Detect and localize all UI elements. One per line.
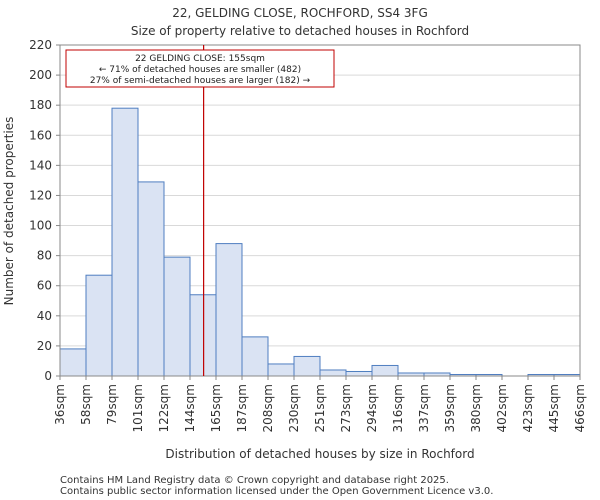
bar xyxy=(345,370,373,377)
x-tick-label: 337sqm xyxy=(417,384,431,432)
x-tick-label: 423sqm xyxy=(521,384,535,432)
y-tick-label: 100 xyxy=(29,219,52,233)
bar xyxy=(189,294,217,377)
x-tick-label: 359sqm xyxy=(443,384,457,432)
bar xyxy=(137,181,165,377)
y-axis-ticks: 0 20 40 60 80 100 120 140 160 180 200 220 xyxy=(29,38,60,383)
y-tick-label: 0 xyxy=(44,369,52,383)
plot-frame xyxy=(59,44,581,377)
x-tick-label: 445sqm xyxy=(547,384,561,432)
x-tick-label: 144sqm xyxy=(183,384,197,432)
x-tick-label: 122sqm xyxy=(157,384,171,432)
chart-title: 22, GELDING CLOSE, ROCHFORD, SS4 3FG xyxy=(172,6,428,20)
x-tick-label: 36sqm xyxy=(53,384,67,425)
y-tick-label: 60 xyxy=(37,279,52,293)
y-tick-label: 220 xyxy=(29,38,52,52)
bar xyxy=(59,348,87,377)
x-axis-ticks: 36sqm 58sqm 79sqm 101sqm 122sqm 144sqm 165sqm 1… xyxy=(53,376,587,432)
bar xyxy=(241,336,269,377)
annotation-box: 22 GELDING CLOSE: 155sqm ← 71% of detach… xyxy=(65,49,335,88)
x-tick-label: 230sqm xyxy=(287,384,301,432)
y-tick-label: 200 xyxy=(29,68,52,82)
bars xyxy=(59,107,581,377)
footer-line-2: Contains public sector information licen… xyxy=(60,486,493,497)
chart-subtitle: Size of property relative to detached ho… xyxy=(131,24,469,38)
x-tick-label: 273sqm xyxy=(339,384,353,432)
bar xyxy=(267,363,295,377)
x-tick-label: 187sqm xyxy=(235,384,249,432)
annotation-line-3: 27% of semi-detached houses are larger (… xyxy=(90,76,311,86)
x-tick-label: 402sqm xyxy=(495,384,509,432)
x-tick-label: 380sqm xyxy=(469,384,483,432)
y-tick-label: 140 xyxy=(29,158,52,172)
x-tick-label: 466sqm xyxy=(573,384,587,432)
y-tick-label: 40 xyxy=(37,309,52,323)
bar xyxy=(319,369,347,377)
y-tick-label: 160 xyxy=(29,128,52,142)
y-axis-label: Number of detached properties xyxy=(2,117,16,306)
annotation-line-2: ← 71% of detached houses are smaller (48… xyxy=(99,65,301,75)
annotation-line-1: 22 GELDING CLOSE: 155sqm xyxy=(135,54,265,64)
bar xyxy=(215,243,243,377)
y-tick-label: 180 xyxy=(29,98,52,112)
bar xyxy=(111,107,139,377)
x-tick-label: 316sqm xyxy=(391,384,405,432)
x-tick-label: 101sqm xyxy=(131,384,145,432)
y-tick-label: 80 xyxy=(37,249,52,263)
x-tick-label: 58sqm xyxy=(79,384,93,425)
x-tick-label: 208sqm xyxy=(261,384,275,432)
bar xyxy=(293,355,321,377)
footer-line-1: Contains HM Land Registry data © Crown c… xyxy=(60,475,449,486)
x-tick-label: 294sqm xyxy=(365,384,379,432)
x-tick-label: 165sqm xyxy=(209,384,223,432)
x-tick-label: 251sqm xyxy=(313,384,327,432)
bar xyxy=(163,256,191,377)
x-tick-label: 79sqm xyxy=(105,384,119,425)
bar xyxy=(85,274,113,377)
y-tick-label: 120 xyxy=(29,188,52,202)
y-tick-label: 20 xyxy=(37,339,52,353)
bar xyxy=(371,364,399,377)
x-axis-label: Distribution of detached houses by size … xyxy=(165,447,474,461)
